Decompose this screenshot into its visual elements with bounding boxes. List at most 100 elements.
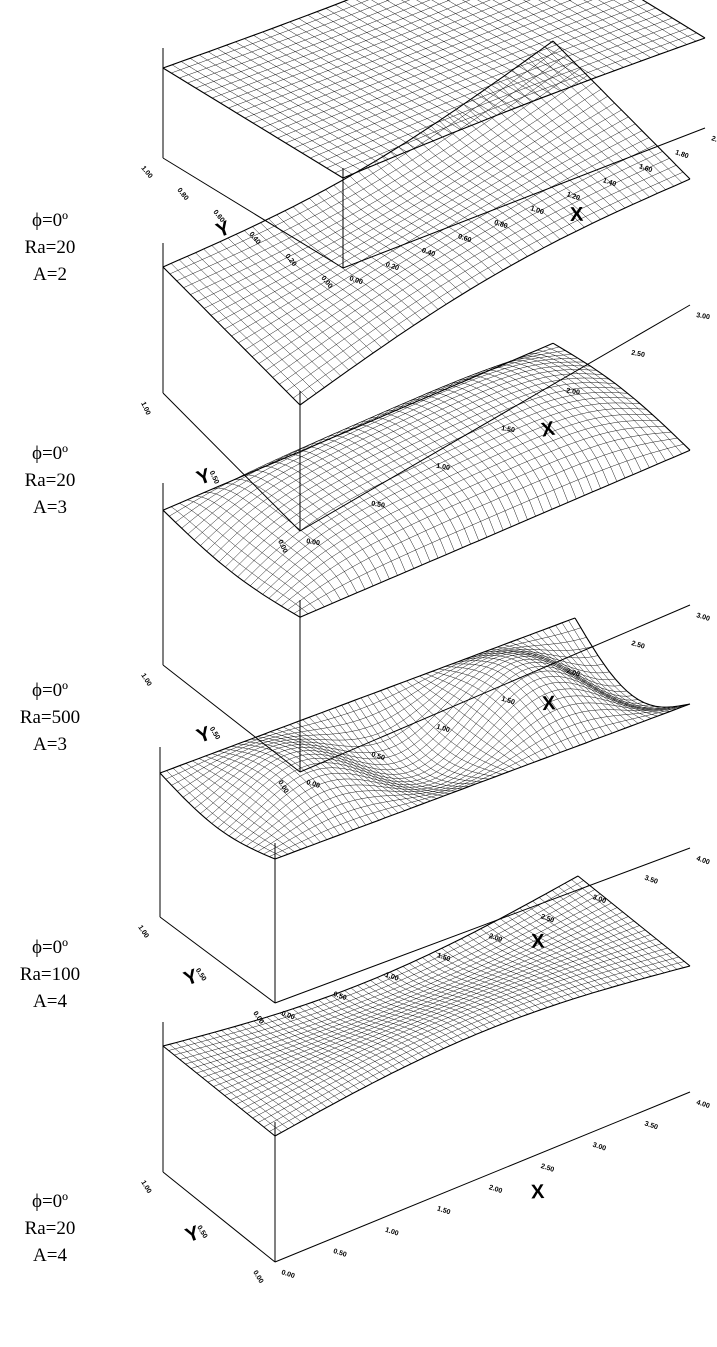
y-axis-line (162, 392, 301, 532)
x-tick-label: 0.60 (457, 233, 472, 244)
panel-parameters-label: ϕ=0º Ra=20 A=3 (0, 440, 100, 521)
x-axis-line (299, 604, 691, 773)
panel-parameter-line: ϕ=0º (31, 210, 69, 231)
y-axis-line (162, 664, 301, 773)
x-tick-label: 1.00 (435, 724, 450, 735)
x-tick-label: 1.20 (566, 191, 581, 202)
panel-parameter-line: ϕ=0º (31, 1191, 69, 1212)
x-axis-line (274, 847, 691, 1004)
surface-outline (162, 40, 691, 406)
x-tick-label: 0.20 (385, 261, 400, 272)
panel-parameters-label: ϕ=0º Ra=500 A=3 (0, 677, 100, 758)
x-tick-label: 1.00 (529, 205, 544, 216)
surface-outline (162, 0, 706, 179)
surface-panel-3: 0.00 0.50 1.00 1.50 2.00 2.50 3.00 0.00 0.50 1.00… (139, 342, 711, 795)
x-tick-label: 2.00 (488, 1184, 503, 1195)
y-axis-line (162, 1171, 276, 1263)
panel-parameter-line: A=4 (33, 991, 67, 1012)
y-tick-label: 1.00 (139, 672, 152, 687)
x-tick-label: 1.40 (602, 177, 617, 188)
x-tick-label: 2.50 (540, 913, 555, 924)
panel-parameter-line: ϕ=0º (31, 443, 69, 464)
surface-panel-1: 0.00 0.20 0.40 0.60 0.80 1.00 1.20 1.40 1.60 1.80… (139, 0, 717, 290)
surface-panel-2: 0.000.501.001.502.002.503.000.000.501.00… (139, 40, 711, 554)
x-tick-label: 1.80 (674, 149, 689, 160)
panel-parameters-label: ϕ=0º Ra=20 A=4 (0, 1188, 100, 1269)
x-tick-label: 0.80 (493, 219, 508, 230)
x-axis-label: X (531, 1181, 546, 1204)
y-tick-label: 1.00 (136, 924, 149, 939)
y-axis-line (162, 157, 344, 269)
x-tick-label: 3.00 (695, 612, 710, 623)
panel-parameter-line: A=3 (33, 734, 67, 755)
panel-parameters-label: ϕ=0º Ra=20 A=2 (0, 207, 100, 288)
x-tick-label: 2.50 (631, 350, 646, 359)
x-tick-label: 0.50 (332, 1248, 347, 1259)
surface-mesh (159, 617, 691, 860)
panel-parameter-line: Ra=20 (24, 470, 76, 491)
surface-outline (162, 342, 691, 618)
x-tick-label: 0.00 (305, 779, 320, 790)
y-tick-label: 1.00 (139, 165, 153, 180)
x-tick-label: 3.50 (643, 875, 658, 886)
panel-parameter-line: Ra=100 (19, 964, 81, 985)
x-tick-label: 1.00 (384, 1227, 399, 1238)
x-tick-label: 0.00 (306, 538, 321, 547)
x-tick-label: 2.00 (488, 933, 503, 944)
x-tick-label: 1.50 (436, 1205, 451, 1216)
surface-panel-4: 0.00 0.50 1.00 1.50 2.00 2.50 3.00 3.50 4.00 0.00… (136, 617, 711, 1026)
x-tick-label: 0.00 (280, 1010, 295, 1021)
surface-outline (159, 617, 691, 860)
panel-parameter-line: ϕ=0º (31, 937, 69, 958)
x-tick-label: 0.50 (371, 500, 386, 509)
x-tick-label: 0.40 (421, 247, 436, 258)
surface-mesh (162, 875, 691, 1137)
panel-parameter-line: Ra=20 (24, 1218, 76, 1239)
x-tick-label: 1.00 (384, 972, 399, 983)
x-tick-label: 3.50 (644, 1120, 659, 1131)
x-axis-label: X (542, 692, 557, 715)
x-tick-label: 0.50 (332, 991, 347, 1002)
x-tick-label: 0.00 (280, 1269, 295, 1280)
y-tick-label: 1.00 (139, 401, 151, 416)
x-tick-label: 2.00 (566, 387, 581, 396)
panel-parameter-line: Ra=500 (19, 707, 81, 728)
x-tick-label: 2.50 (540, 1163, 555, 1174)
y-tick-label: 0.80 (175, 187, 189, 202)
y-tick-label: 1.00 (139, 1179, 152, 1194)
panel-parameters-label: ϕ=0º Ra=100 A=4 (0, 934, 100, 1015)
x-tick-label: 2.50 (630, 640, 645, 651)
panel-parameter-line: A=4 (33, 1245, 67, 1266)
surface-mesh (162, 0, 706, 179)
x-tick-label: 3.00 (592, 1142, 607, 1153)
x-tick-label: 1.00 (436, 463, 451, 472)
x-axis-label: X (531, 931, 545, 953)
panel-parameter-line: A=2 (33, 264, 67, 285)
panel-parameter-line: ϕ=0º (31, 680, 69, 701)
y-tick-label: 0.00 (319, 275, 333, 290)
surface-panel-5: 0.00 0.50 1.00 1.50 2.00 2.50 3.00 3.50 4.00 0.00… (139, 875, 711, 1285)
y-tick-label: 0.20 (283, 253, 297, 268)
x-tick-label: 0.50 (370, 751, 385, 762)
x-tick-label: 4.00 (695, 1099, 710, 1110)
panel-parameter-line: A=3 (33, 497, 67, 518)
surface-mesh (162, 342, 691, 618)
x-tick-label: 0.00 (348, 275, 363, 286)
x-tick-label: 1.60 (638, 163, 653, 174)
surface-outline (162, 875, 691, 1137)
y-axis-line (159, 916, 276, 1004)
x-tick-label: 2.00 (565, 668, 580, 679)
x-axis-line (274, 1091, 691, 1263)
x-tick-label: 3.00 (592, 894, 607, 905)
y-tick-label: 0.00 (251, 1269, 264, 1284)
x-tick-label: 1.50 (500, 696, 515, 707)
x-tick-label: 2.00 (710, 135, 717, 146)
x-tick-label: 3.00 (696, 312, 711, 321)
x-axis-line (299, 304, 691, 532)
x-tick-label: 4.00 (695, 855, 710, 866)
y-axis-label: Y (213, 217, 234, 242)
x-axis-label: X (540, 418, 558, 442)
panel-parameter-line: Ra=20 (24, 237, 76, 258)
